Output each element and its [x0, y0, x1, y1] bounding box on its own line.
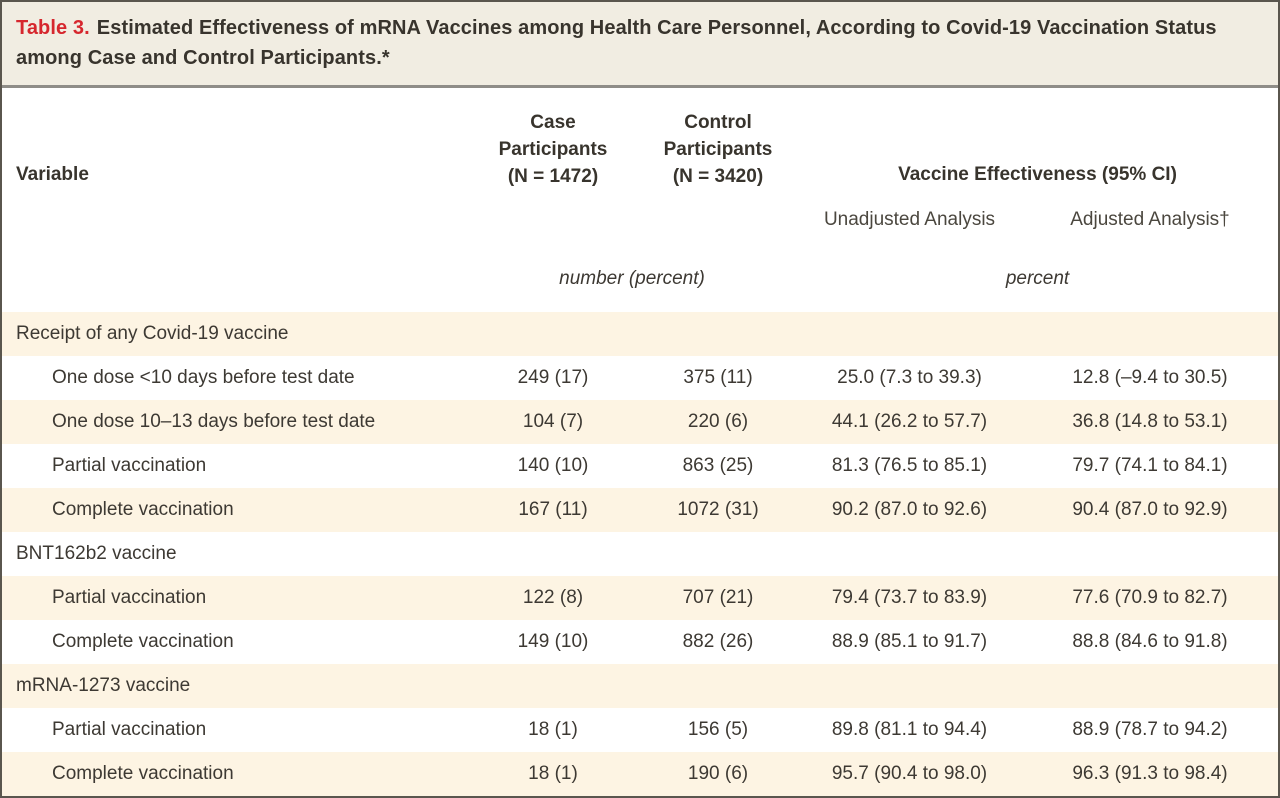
row-label: One dose <10 days before test date	[52, 367, 355, 388]
cell-adjusted: 12.8 (–9.4 to 30.5)	[1072, 367, 1228, 388]
table-row: Complete vaccination 149 (10) 882 (26) 88.9…	[2, 620, 1278, 664]
row-label: Complete vaccination	[52, 499, 234, 520]
cell-adjusted: 88.9 (78.7 to 94.2)	[1072, 719, 1228, 740]
table-row: One dose <10 days before test date 249 (1…	[2, 356, 1278, 400]
cell-case: 122 (8)	[522, 587, 584, 608]
table-row: One dose 10–13 days before test date 104 …	[2, 400, 1278, 444]
row-label: One dose 10–13 days before test date	[52, 411, 376, 432]
cell-case: 140 (10)	[517, 455, 589, 476]
cell-unadjusted: 90.2 (87.0 to 92.6)	[831, 499, 988, 520]
cell-unadjusted: 88.9 (85.1 to 91.7)	[831, 631, 988, 652]
row-label: Receipt of any Covid-19 vaccine	[16, 323, 289, 344]
cell-adjusted: 96.3 (91.3 to 98.4)	[1072, 763, 1228, 784]
row-label: Partial vaccination	[52, 587, 207, 608]
unit-label-percent: percent	[1005, 268, 1070, 289]
section-row: Receipt of any Covid-19 vaccine	[2, 312, 1278, 356]
cell-control: 707 (21)	[682, 587, 754, 608]
cell-control: 1072 (31)	[677, 499, 759, 520]
cell-control: 156 (5)	[687, 719, 749, 740]
table-body: Receipt of any Covid-19 vaccine One dose …	[2, 312, 1278, 796]
cell-control: 375 (11)	[683, 367, 753, 388]
cell-case: 104 (7)	[522, 411, 584, 432]
cell-unadjusted: 81.3 (76.5 to 85.1)	[831, 455, 988, 476]
cell-case: 167 (11)	[518, 499, 588, 520]
column-header-adjusted-analysis: Adjusted Analysis†	[1070, 209, 1230, 230]
cell-case: 18 (1)	[528, 719, 578, 740]
cell-control: 190 (6)	[687, 763, 749, 784]
cell-unadjusted: 89.8 (81.1 to 94.4)	[831, 719, 988, 740]
cell-adjusted: 36.8 (14.8 to 53.1)	[1072, 411, 1228, 432]
table-row: Partial vaccination 140 (10) 863 (25) 81.3 …	[2, 444, 1278, 488]
cell-control: 863 (25)	[682, 455, 754, 476]
table-header: Variable Case Participants (N = 1472) Co…	[2, 88, 1278, 312]
row-label: Partial vaccination	[52, 455, 207, 476]
cell-unadjusted: 95.7 (90.4 to 98.0)	[831, 763, 988, 784]
table-title: Table 3. Estimated Effectiveness of mRNA …	[2, 2, 1278, 88]
cell-case: 18 (1)	[528, 763, 578, 784]
table-caption: Estimated Effectiveness of mRNA Vaccines…	[16, 17, 1217, 69]
cell-case: 249 (17)	[517, 367, 589, 388]
column-header-vaccine-effectiveness: Vaccine Effectiveness (95% CI)	[898, 164, 1177, 185]
column-header-variable: Variable	[16, 164, 89, 185]
cell-unadjusted: 79.4 (73.7 to 83.9)	[831, 587, 988, 608]
column-header-case-participants: Case Participants (N = 1472)	[498, 112, 608, 187]
section-row: BNT162b2 vaccine	[2, 532, 1278, 576]
unit-label-number-percent: number (percent)	[559, 268, 705, 289]
table-number: Table 3.	[16, 17, 90, 39]
table-row: Complete vaccination 18 (1) 190 (6) 95.7 (9…	[2, 752, 1278, 796]
table-row: Partial vaccination 122 (8) 707 (21) 79.4 (…	[2, 576, 1278, 620]
row-label: Complete vaccination	[52, 631, 234, 652]
cell-adjusted: 90.4 (87.0 to 92.9)	[1072, 499, 1228, 520]
cell-unadjusted: 44.1 (26.2 to 57.7)	[831, 411, 988, 432]
section-row: mRNA-1273 vaccine	[2, 664, 1278, 708]
cell-adjusted: 77.6 (70.9 to 82.7)	[1072, 587, 1228, 608]
cell-unadjusted: 25.0 (7.3 to 39.3)	[837, 367, 982, 388]
cell-control: 220 (6)	[687, 411, 749, 432]
table-row: Partial vaccination 18 (1) 156 (5) 89.8 (81…	[2, 708, 1278, 752]
cell-adjusted: 88.8 (84.6 to 91.8)	[1072, 631, 1228, 652]
cell-case: 149 (10)	[517, 631, 589, 652]
cell-adjusted: 79.7 (74.1 to 84.1)	[1072, 455, 1228, 476]
cell-control: 882 (26)	[682, 631, 754, 652]
row-label: BNT162b2 vaccine	[16, 543, 177, 564]
column-header-control-participants: Control Participants (N = 3420)	[663, 112, 773, 187]
table-row: Complete vaccination 167 (11) 1072 (31) 90.…	[2, 488, 1278, 532]
row-label: mRNA-1273 vaccine	[16, 675, 191, 696]
column-header-unadjusted-analysis: Unadjusted Analysis	[823, 209, 996, 230]
row-label: Complete vaccination	[52, 763, 234, 784]
row-label: Partial vaccination	[52, 719, 207, 740]
